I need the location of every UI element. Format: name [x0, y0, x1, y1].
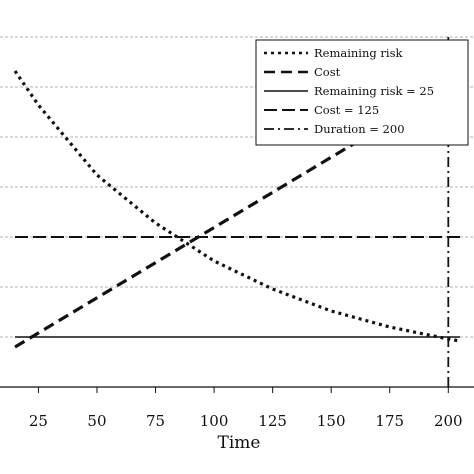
- x-tick-label-0: 25: [29, 412, 48, 430]
- x-tick-label-7: 200: [434, 412, 463, 430]
- x-tick-label-4: 125: [258, 412, 287, 430]
- series-line-0: [13, 70, 461, 343]
- x-tick-label-3: 100: [200, 412, 229, 430]
- x-tick-label-1: 50: [87, 412, 106, 430]
- legend-label-0: Remaining risk: [314, 46, 403, 60]
- legend-label-2: Remaining risk = 25: [314, 84, 434, 98]
- x-tick-label-2: 75: [146, 412, 165, 430]
- legend-box: [255, 39, 469, 146]
- legend: Remaining risk Cost Remaining risk = 25 Cos…: [255, 39, 469, 146]
- x-tick-label-5: 150: [317, 412, 346, 430]
- legend-label-4: Duration = 200: [314, 122, 405, 136]
- x-axis-label: Time: [218, 433, 261, 453]
- x-axis-ticks: 25 50 75 100 125 150 175 200: [29, 387, 463, 430]
- x-tick-label-6: 175: [375, 412, 404, 430]
- legend-label-3: Cost = 125: [314, 103, 379, 117]
- legend-label-1: Cost: [314, 65, 341, 79]
